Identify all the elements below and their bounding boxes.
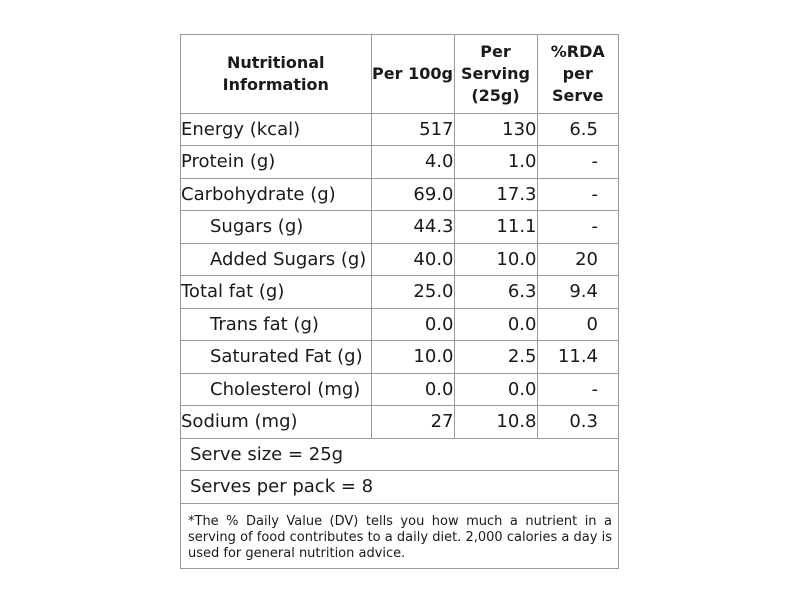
table-row: Carbohydrate (g) 69.0 17.3-	[181, 177, 618, 211]
table-header-row: Nutritional Information Per 100g Per Ser…	[181, 35, 618, 114]
footnote: *The % Daily Value (DV) tells you how mu…	[188, 513, 612, 561]
table-row: Protein (g) 4.0 1.0-	[181, 145, 618, 179]
value-per-100g: 10.0	[370, 340, 455, 374]
value-per-100g: 27	[370, 405, 455, 439]
nutrient-label: Protein (g)	[181, 145, 372, 179]
header-nutritional-information: Nutritional Information	[181, 35, 372, 114]
value-per-serving: 10.0	[453, 242, 538, 276]
value-per-serving: 0.0	[453, 372, 538, 406]
table-row: Added Sugars (g) 40.0 10.0 20	[181, 242, 618, 276]
nutrient-label: Trans fat (g)	[181, 307, 372, 341]
value-per-serving: 1.0	[453, 145, 538, 179]
nutrient-label: Added Sugars (g)	[181, 242, 372, 276]
value-rda: 0	[536, 307, 618, 341]
table-row: Saturated Fat (g) 10.0 2.5 11.4	[181, 340, 618, 374]
table-row: Total fat (g) 25.0 6.3 9.4	[181, 275, 618, 309]
table-row: Cholesterol (mg) 0.0 0.0-	[181, 372, 618, 406]
value-rda: 20	[536, 242, 618, 276]
value-per-100g: 4.0	[370, 145, 455, 179]
value-per-100g: 40.0	[370, 242, 455, 276]
value-rda: -	[536, 177, 618, 211]
value-rda: -	[536, 210, 618, 244]
value-per-100g: 0.0	[370, 372, 455, 406]
nutrition-facts-panel: Nutritional Information Per 100g Per Ser…	[180, 34, 619, 569]
nutrition-table: Nutritional Information Per 100g Per Ser…	[181, 35, 618, 439]
value-per-100g: 25.0	[370, 275, 455, 309]
value-per-serving: 11.1	[453, 210, 538, 244]
nutrient-label: Saturated Fat (g)	[181, 340, 372, 374]
table-row: Trans fat (g) 0.0 0.0 0	[181, 307, 618, 341]
value-rda: -	[536, 372, 618, 406]
value-per-serving: 130	[453, 112, 538, 146]
value-rda: 6.5	[536, 112, 618, 146]
value-rda: -	[536, 145, 618, 179]
value-rda: 9.4	[536, 275, 618, 309]
nutrient-label: Cholesterol (mg)	[181, 372, 372, 406]
value-per-serving: 2.5	[453, 340, 538, 374]
nutrient-label: Sugars (g)	[181, 210, 372, 244]
value-per-100g: 517	[370, 112, 455, 146]
serves-per-pack: Serves per pack = 8	[181, 471, 618, 504]
header-per-100g: Per 100g	[370, 35, 455, 114]
table-row: Energy (kcal) 517 130 6.5	[181, 112, 618, 146]
value-per-serving: 0.0	[453, 307, 538, 341]
serve-size: Serve size = 25g	[181, 439, 618, 471]
value-rda: 0.3	[536, 405, 618, 439]
table-row: Sugars (g) 44.3 11.1-	[181, 210, 618, 244]
nutrient-label: Total fat (g)	[181, 275, 372, 309]
value-per-serving: 17.3	[453, 177, 538, 211]
header-rda-per-serve: %RDA per Serve	[536, 35, 618, 114]
nutrient-label: Sodium (mg)	[181, 405, 372, 439]
nutrient-label: Energy (kcal)	[181, 112, 372, 146]
value-per-100g: 69.0	[370, 177, 455, 211]
table-row: Sodium (mg) 27 10.8 0.3	[181, 405, 618, 439]
nutrient-label: Carbohydrate (g)	[181, 177, 372, 211]
value-per-serving: 10.8	[453, 405, 538, 439]
value-per-100g: 44.3	[370, 210, 455, 244]
header-per-serving: Per Serving (25g)	[453, 35, 538, 114]
value-rda: 11.4	[536, 340, 618, 374]
value-per-serving: 6.3	[453, 275, 538, 309]
value-per-100g: 0.0	[370, 307, 455, 341]
